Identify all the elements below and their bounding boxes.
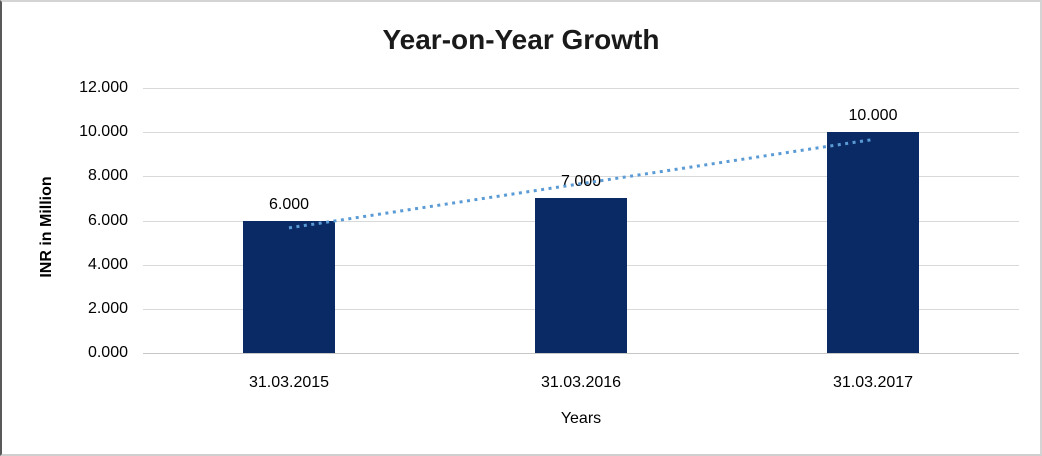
bar [535,198,627,353]
trendline-segment [288,138,874,230]
trendline [288,138,874,230]
x-axis-category-label: 31.03.2015 [248,374,330,391]
x-axis-category-label: 31.03.2017 [832,374,914,391]
y-axis-tick-label: 12.000 [79,79,128,96]
y-axis-tick-label: 4.000 [87,255,128,273]
gridline [143,132,1019,134]
bar [243,220,335,353]
x-axis-category-label: 31.03.2016 [540,374,622,391]
gridline [143,88,1019,89]
plot-area: 6.000 7.000 10.000 [143,88,1019,354]
bar-data-label: 10.000 [848,107,898,125]
gridline [143,353,1019,354]
gridline [143,176,1019,178]
y-axis-tick-label: 2.000 [87,299,128,317]
chart-title: Year-on-Year Growth [382,24,660,55]
bar-data-label: 6.000 [268,195,310,213]
y-axis-tick-label: 10.000 [79,123,128,141]
y-axis-tick-label: 8.000 [87,167,128,185]
y-axis-tick-label: 6.000 [87,211,128,229]
bar [827,132,919,353]
x-axis-title: Years [560,410,602,427]
y-axis-tick-label: 0.000 [87,344,128,361]
